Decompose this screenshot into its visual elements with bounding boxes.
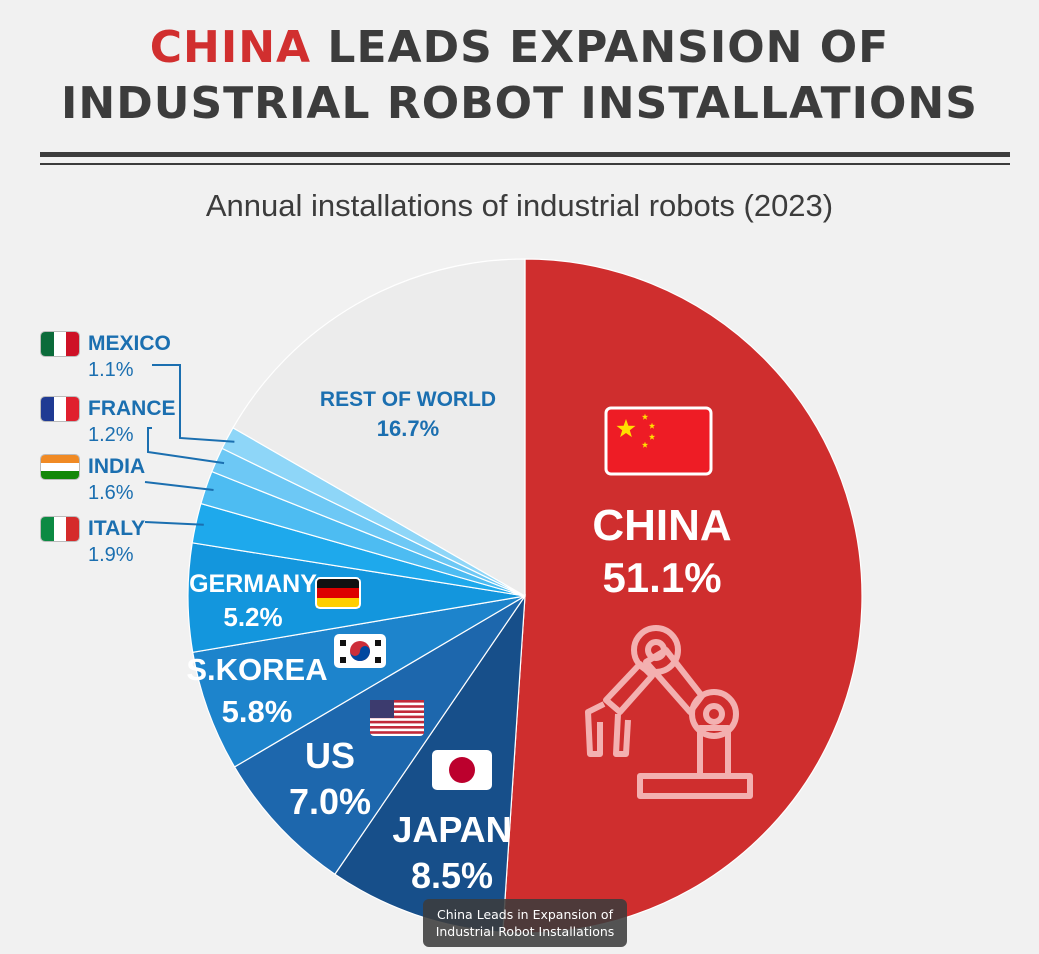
legend-label: FRANCE (88, 396, 176, 420)
slice-value-china: 51.1% (602, 554, 721, 601)
slice-value-germany: 5.2% (223, 602, 282, 632)
slice-label-s-korea: S.KOREA (186, 652, 327, 687)
title-divider-thick (40, 152, 1010, 157)
title-divider-thin (40, 163, 1010, 165)
legend-item-france: FRANCE 1.2% (40, 395, 176, 449)
legend-label: MEXICO (88, 331, 171, 355)
title-accent-china: CHINA (149, 22, 312, 73)
india-flag-icon (40, 453, 80, 480)
slice-label-china: CHINA (592, 501, 731, 550)
legend-item-mexico: MEXICO 1.1% (40, 330, 171, 384)
legend-label: INDIA (88, 454, 146, 478)
legend-value: 1.9% (88, 544, 134, 566)
legend-label: ITALY (88, 516, 146, 540)
slice-value-s-korea: 5.8% (222, 694, 293, 729)
chart-title-line-1: CHINA LEADS EXPANSION OF (0, 22, 1039, 75)
tooltip-line-1: China Leads in Expansion of (437, 907, 613, 922)
slice-value-us: 7.0% (289, 781, 371, 822)
chart-title-line-2: INDUSTRIAL ROBOT INSTALLATIONS (61, 78, 978, 129)
slice-label-japan: JAPAN (392, 809, 511, 850)
tooltip-line-2: Industrial Robot Installations (435, 924, 615, 939)
china-flag-icon (604, 406, 713, 476)
japan-flag-icon (432, 750, 492, 790)
germany-flag-icon (315, 577, 361, 609)
pie-slice-china (502, 258, 863, 934)
leader-line-france (147, 427, 225, 465)
chart-subtitle: Annual installations of industrial robot… (205, 188, 834, 223)
leader-line-india (144, 481, 214, 492)
image-caption-tooltip: China Leads in Expansion of Industrial R… (423, 899, 627, 947)
slice-label-us: US (305, 735, 355, 776)
title-line1-rest: LEADS EXPANSION OF (311, 22, 890, 73)
legend-item-italy: ITALY 1.9% (40, 515, 145, 569)
slice-value-rest-of-world: 16.7% (377, 416, 439, 441)
legend-value: 1.1% (88, 359, 134, 381)
legend-value: 1.2% (88, 424, 134, 446)
italy-flag-icon (40, 515, 80, 542)
robot-arm-icon (585, 625, 753, 799)
mexico-flag-icon (40, 330, 80, 357)
legend-item-india: INDIA 1.6% (40, 453, 145, 507)
slice-label-rest-of-world: REST OF WORLD (320, 388, 496, 411)
france-flag-icon (40, 395, 80, 422)
legend-value: 1.6% (88, 482, 134, 504)
slice-value-japan: 8.5% (411, 855, 493, 896)
south-korea-flag-icon (334, 634, 386, 668)
slice-label-germany: GERMANY (189, 570, 317, 598)
us-flag-icon (370, 700, 424, 736)
leader-line-mexico (152, 364, 235, 443)
leader-line-italy (144, 521, 204, 526)
pie-slice-rest-of-world (232, 258, 526, 598)
